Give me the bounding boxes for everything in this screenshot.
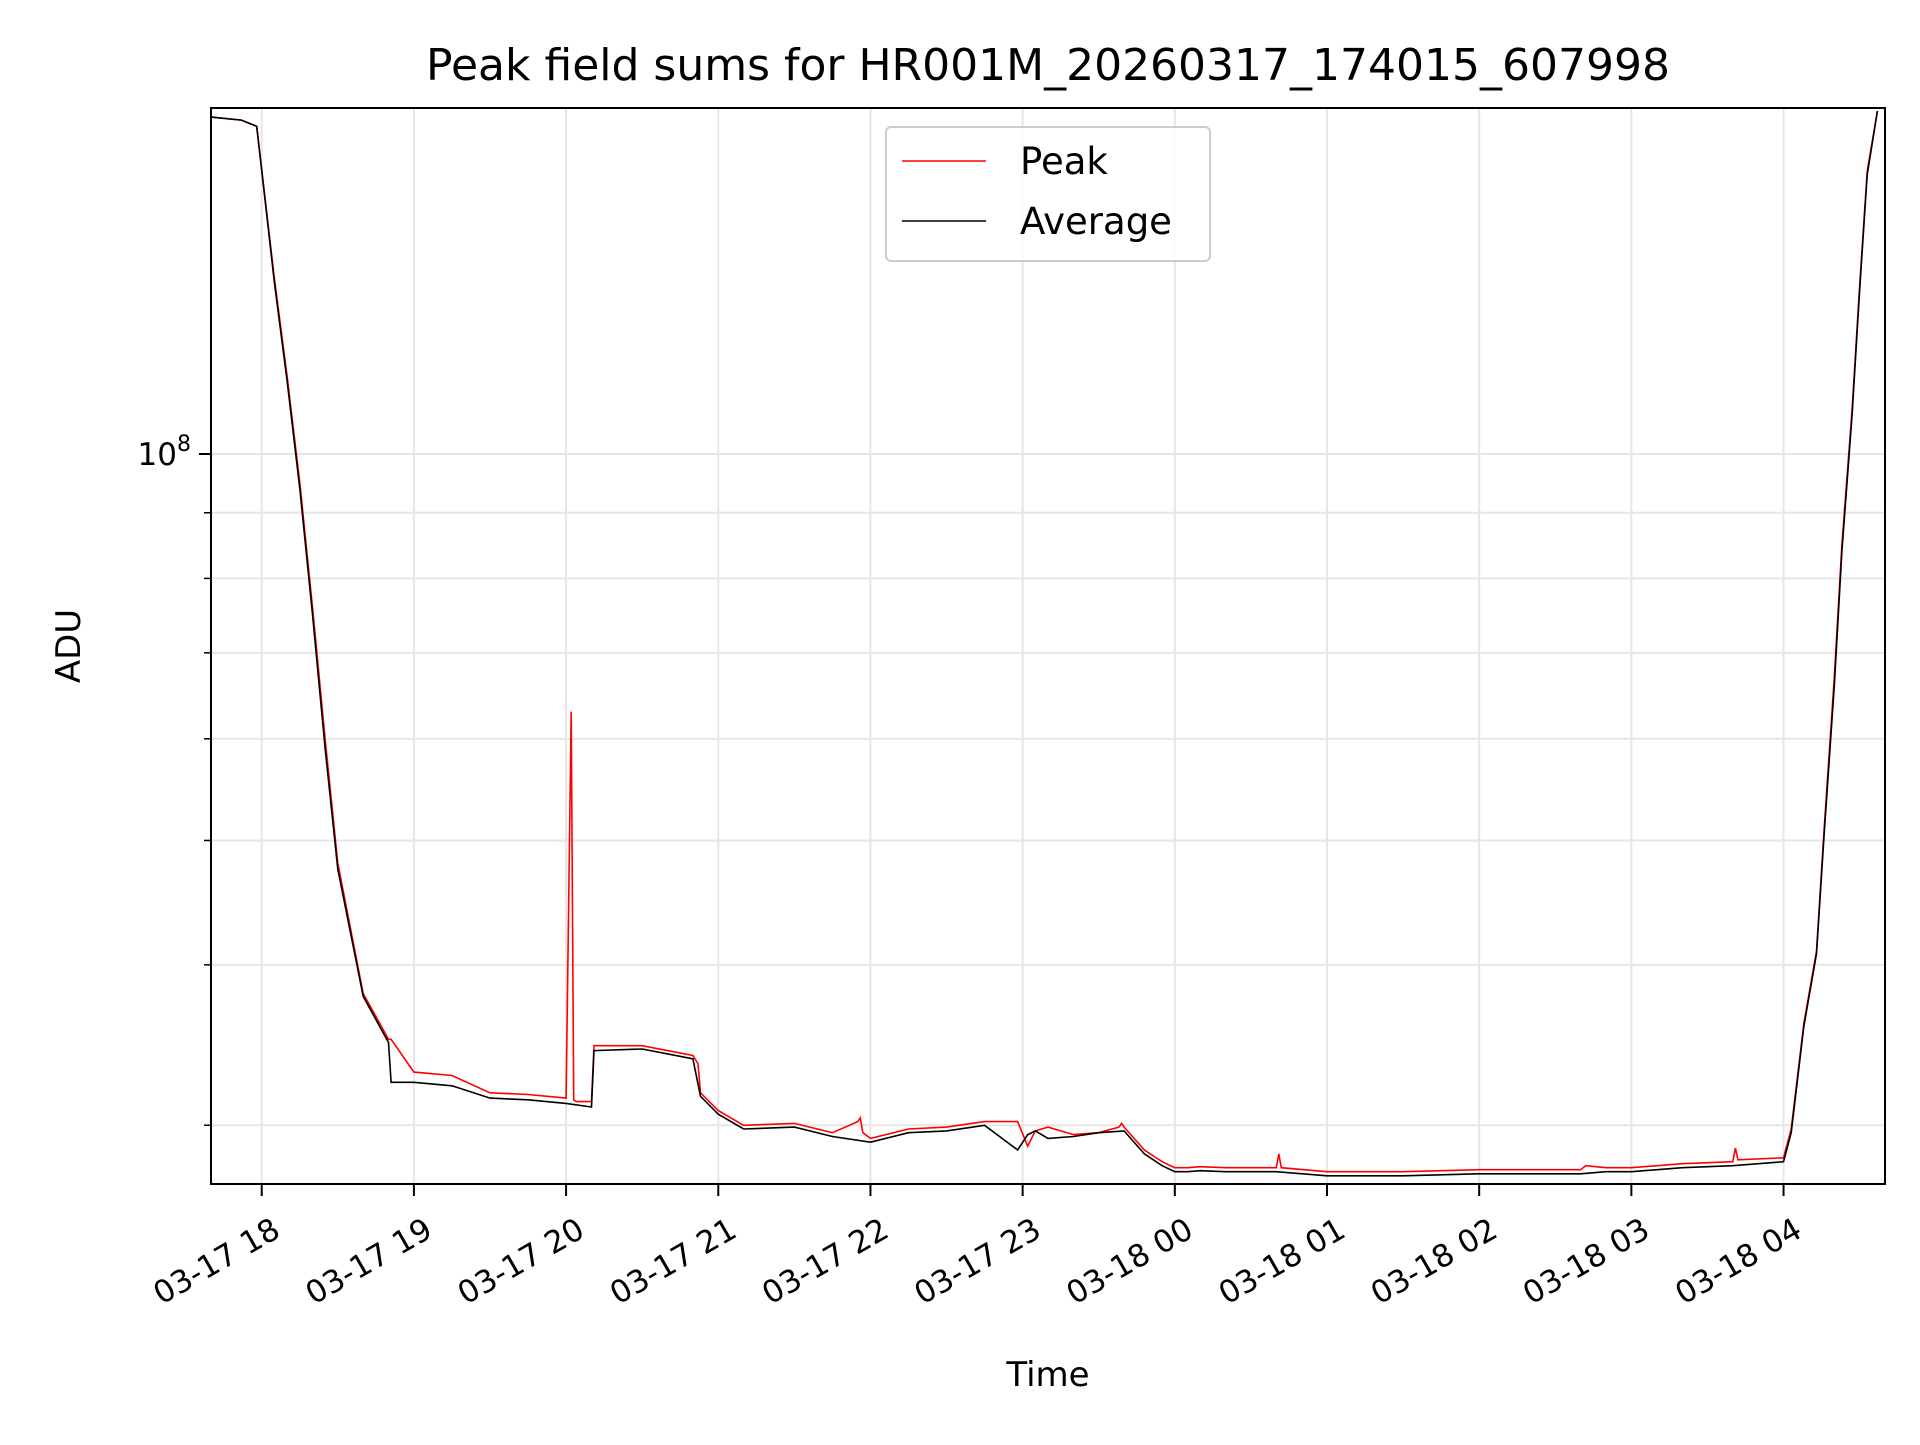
chart-title: Peak field sums for HR001M_20260317_1740… [426,40,1670,91]
series-layer [210,110,1879,1177]
legend-label-peak: Peak [1020,140,1108,183]
plot-frame [210,107,1886,1185]
grid-layer [211,108,1885,1184]
x-axis-label: Time [1005,1355,1089,1395]
y-axis-label: ADU [49,609,89,683]
y-tick-label: 108 [138,432,191,473]
series-line-peak [210,110,1879,1173]
legend-label-average: Average [1020,200,1172,243]
series-line-average [210,110,1879,1177]
legend: Peak Average [885,126,1211,262]
